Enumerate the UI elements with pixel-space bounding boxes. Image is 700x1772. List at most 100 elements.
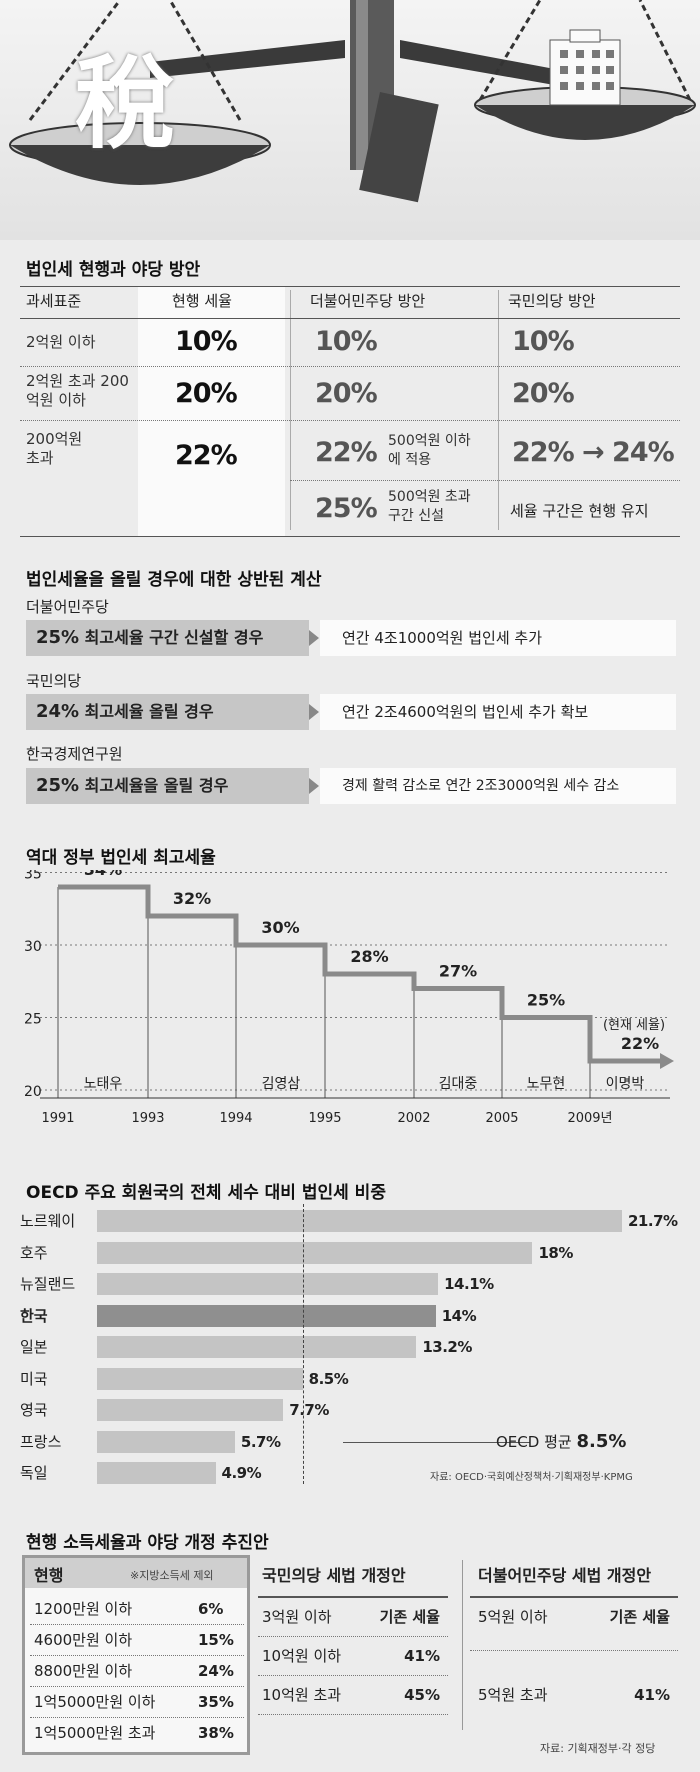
bar-category-label: 노르웨이 (20, 1212, 76, 1230)
bar (97, 1367, 303, 1390)
calc-condition-3: 25% 최고세율을 올릴 경우 (26, 768, 309, 804)
row1-minjoo: 10% (315, 326, 378, 357)
series-line (58, 884, 660, 1064)
row3-bracket: 200억원 초과 (26, 430, 83, 467)
bar-category-label: 독일 (20, 1464, 48, 1482)
calc-cond-text-3: 최고세율을 올릴 경우 (84, 776, 229, 795)
avg-value: 8.5% (576, 1430, 627, 1452)
current-rate: 6% (198, 1600, 224, 1618)
row1-current: 10% (175, 326, 238, 357)
row3-minjoo-note: 500억원 이하에 적용 (388, 433, 471, 468)
line-chart: 35 30 25 20 34% 32% 30% 28% 27% 25% 22%(현재 세율) 노태우 김… (24, 870, 674, 1126)
y-tick-label: 35 (24, 870, 42, 883)
bar-value-label: 18% (538, 1243, 573, 1262)
current-income-note: ※지방소득세 제외 (130, 1569, 214, 1582)
bar-value-label: 14.1% (444, 1275, 494, 1293)
bar-value-label: 14% (441, 1306, 477, 1325)
bar-value-label: 21.7% (628, 1212, 678, 1230)
calc-pct-2: 24% (36, 701, 80, 722)
x-tick-label: 1991 (41, 1111, 74, 1126)
bar-category-label: 영국 (20, 1401, 48, 1419)
bar-category-label: 호주 (20, 1243, 48, 1262)
administration-label: 이명박 (606, 1076, 645, 1092)
y-tick-label: 30 (24, 939, 42, 955)
bar-value-label: 5.7% (240, 1432, 281, 1451)
header-minjoo: 더불어민주당 방안 (310, 292, 426, 310)
row-divider (30, 1717, 244, 1718)
header-bracket: 과세표준 (26, 292, 82, 310)
point-label: 32% (173, 889, 211, 908)
x-tick-label: 2009년 (567, 1111, 612, 1126)
bar (97, 1304, 436, 1327)
oecd-average-label: OECD 평균 8.5% (496, 1431, 626, 1453)
row-divider (258, 1675, 448, 1676)
income-source: 자료: 기획재정부·각 정당 (540, 1742, 656, 1755)
bar-category-label: 미국 (20, 1369, 48, 1388)
calc-title: 법인세율을 올릴 경우에 대한 상반된 계산 (26, 570, 322, 590)
calc-result-2: 연간 2조4600억원의 법인세 추가 확보 (320, 694, 676, 730)
minjoo-income-title: 더불어민주당 세법 개정안 (478, 1566, 652, 1585)
kukmin-bracket: 3억원 이하 (262, 1608, 332, 1626)
bar-value-label: 4.9% (221, 1464, 262, 1482)
row2-current: 20% (175, 378, 238, 409)
scale-illustration (9, 0, 696, 203)
oecd-average-line (302, 1204, 304, 1484)
calc-cond-text-1: 최고세율 구간 신설할 경우 (84, 628, 264, 647)
arrow-icon (309, 704, 319, 720)
x-tick-label: 2002 (397, 1111, 430, 1126)
row1-kukmin: 10% (512, 326, 575, 357)
administration-label: 김대중 (439, 1076, 478, 1092)
hero-illustration: 稅 (0, 0, 700, 240)
x-tick-label: 1993 (131, 1111, 164, 1126)
point-label: 27% (439, 962, 477, 981)
calc-cond-text-2: 최고세율 올릴 경우 (84, 702, 214, 721)
current-bracket: 1억5000만원 이하 (34, 1693, 156, 1711)
current-rate-column-bg (138, 286, 285, 536)
row1-bracket: 2억원 이하 (26, 333, 96, 351)
minjoo-rate: 41% (634, 1686, 670, 1704)
x-tick-label: 2005 (485, 1111, 518, 1126)
arrow-head (660, 1053, 674, 1069)
point-label: 28% (350, 947, 388, 966)
current-rate: 38% (198, 1724, 234, 1742)
administration-label: 김영삼 (262, 1076, 301, 1092)
current-income-title: 현행 (34, 1566, 64, 1585)
bar-category-label: 프랑스 (20, 1432, 62, 1451)
point-label: 22% (621, 1034, 659, 1053)
header-current: 현행 세율 (172, 292, 232, 310)
row-divider (30, 1686, 244, 1687)
bar-value-label: 13.2% (422, 1338, 472, 1356)
row-divider (470, 1650, 678, 1651)
line-chart-title: 역대 정부 법인세 최고세율 (26, 848, 216, 868)
bar (97, 1430, 235, 1453)
calc-group-2: 국민의당 (26, 672, 82, 690)
kukmin-rate: 기존 세율 (379, 1608, 440, 1626)
current-bracket: 1200만원 이하 (34, 1600, 133, 1618)
income-title: 현행 소득세율과 야당 개정 추진안 (26, 1533, 269, 1553)
calc-result-1: 연간 4조1000억원 법인세 추가 (320, 620, 676, 656)
header-kukmin: 국민의당 방안 (508, 292, 596, 310)
bar (97, 1399, 284, 1421)
current-rate: 24% (198, 1662, 234, 1680)
row-divider (30, 1624, 244, 1625)
current-rate-note: (현재 세율) (603, 1018, 665, 1033)
x-tick-label: 1995 (308, 1111, 341, 1126)
bar (97, 1241, 533, 1264)
row2-kukmin: 20% (512, 378, 575, 409)
calc-condition-1: 25% 최고세율 구간 신설할 경우 (26, 620, 309, 656)
bar-chart-source: 자료: OECD·국회예산정책처·기획재정부·KPMG (430, 1472, 633, 1483)
calc-pct-3: 25% (36, 775, 80, 796)
bar (97, 1462, 216, 1484)
calc-group-1: 더불어민주당 (26, 598, 109, 616)
minjoo-bracket: 5억원 초과 (478, 1686, 548, 1704)
extra-kukmin: 세율 구간은 현행 유지 (510, 502, 649, 520)
y-tick-label: 20 (24, 1084, 42, 1100)
tax-character: 稅 (75, 44, 175, 162)
bar (97, 1210, 622, 1232)
row-divider (258, 1636, 448, 1637)
calc-pct-1: 25% (36, 627, 80, 648)
bar-value-label: 8.5% (308, 1369, 349, 1388)
bar-category-label: 한국 (20, 1306, 48, 1325)
bar-value-label: 7.7% (289, 1401, 329, 1419)
